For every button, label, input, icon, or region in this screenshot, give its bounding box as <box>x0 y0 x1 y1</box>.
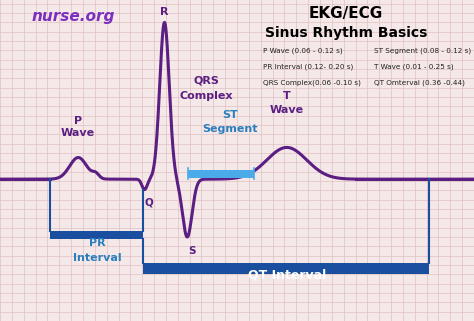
Bar <box>143 263 429 274</box>
Text: Complex: Complex <box>180 91 233 101</box>
Text: Segment: Segment <box>202 124 258 134</box>
Text: ST Segment (0.08 - 0.12 s): ST Segment (0.08 - 0.12 s) <box>374 48 471 54</box>
Text: P Wave (0.06 - 0.12 s): P Wave (0.06 - 0.12 s) <box>263 48 343 54</box>
Bar <box>50 231 143 239</box>
Text: ST: ST <box>222 110 238 120</box>
Text: PR: PR <box>89 238 106 248</box>
Text: EKG/ECG: EKG/ECG <box>309 5 383 21</box>
Text: PR Interval (0.12- 0.20 s): PR Interval (0.12- 0.20 s) <box>263 64 353 70</box>
Bar <box>188 170 254 178</box>
Text: Wave: Wave <box>61 128 95 138</box>
Text: T Wave (0.01 - 0.25 s): T Wave (0.01 - 0.25 s) <box>374 64 453 70</box>
Text: QRS: QRS <box>193 76 219 86</box>
Text: Q: Q <box>145 197 153 207</box>
Text: R: R <box>160 7 169 17</box>
Text: T: T <box>283 91 291 101</box>
Text: QT Omterval (0.36 -0.44): QT Omterval (0.36 -0.44) <box>374 79 465 86</box>
Text: nurse.org: nurse.org <box>32 9 115 24</box>
Text: S: S <box>189 246 196 256</box>
Text: Interval: Interval <box>73 253 121 263</box>
Text: Wave: Wave <box>270 105 304 115</box>
Text: P: P <box>74 116 82 126</box>
Text: QT Interval: QT Interval <box>247 269 326 282</box>
Text: QRS Complex(0.06 -0.10 s): QRS Complex(0.06 -0.10 s) <box>263 79 361 86</box>
Text: Sinus Rhythm Basics: Sinus Rhythm Basics <box>265 26 427 40</box>
